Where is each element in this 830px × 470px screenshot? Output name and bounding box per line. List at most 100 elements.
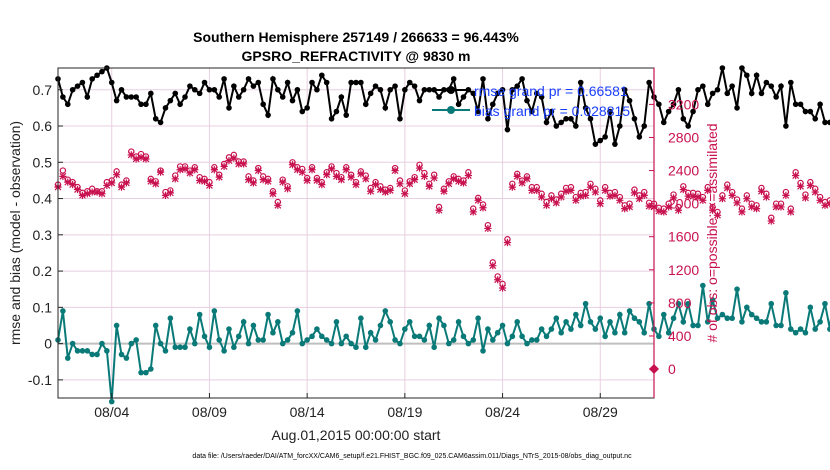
bias-point (143, 369, 149, 376)
obs-assimilated-point (454, 177, 463, 185)
bias-point (748, 311, 755, 318)
x-tick-label: 08/04 (94, 404, 129, 420)
rmse-point (143, 101, 149, 108)
rmse-point (157, 119, 164, 126)
bias-point (548, 326, 555, 332)
bias-point (641, 329, 648, 336)
rmse-point (499, 86, 506, 93)
bias-point (333, 319, 340, 325)
obs-assimilated-point (113, 171, 121, 179)
bias-point (485, 326, 491, 332)
chart-title-line2: GPSRO_REFRACTIVITY @ 9830 m (242, 48, 471, 64)
x-tick-label: 08/29 (583, 404, 618, 420)
obs-assimilated-point (357, 170, 365, 178)
obs-assimilated-point (83, 190, 91, 198)
bias-point (685, 300, 691, 307)
obs-assimilated-point (533, 186, 541, 195)
bias-point (739, 319, 745, 325)
bias-point (607, 319, 613, 325)
rmse-point (206, 86, 213, 93)
obs-assimilated-point (709, 206, 717, 214)
rmse-point (480, 76, 486, 82)
bias-point (367, 329, 374, 336)
obs-assimilated-point (689, 192, 697, 200)
obs-assimilated-point (98, 190, 106, 198)
rmse-point (397, 115, 403, 122)
rmse-point (548, 108, 555, 115)
obs-assimilated-point (59, 172, 67, 180)
obs-assimilated-point (176, 166, 184, 174)
y-tick-label-right: 1600 (668, 229, 699, 245)
rmse-point (118, 86, 125, 93)
bias-point (294, 308, 301, 314)
obs-assimilated-point (811, 188, 819, 196)
rmse-point (323, 79, 330, 86)
rmse-point (665, 108, 672, 115)
rmse-point (524, 97, 530, 104)
rmse-point (729, 83, 735, 89)
bias-point (675, 300, 682, 307)
obs-assimilated-point (347, 173, 355, 181)
bias-point (265, 311, 271, 318)
obs-assimilated-point (171, 175, 179, 183)
rmse-point (275, 86, 281, 93)
obs-assimilated-point (567, 186, 575, 195)
bias-point (157, 340, 164, 347)
obs-assimilated-point (435, 206, 443, 214)
obs-assimilated-point (728, 191, 736, 199)
obs-assimilated-point (73, 185, 82, 194)
obs-assimilated-point (240, 160, 248, 168)
rmse-point (152, 115, 159, 122)
obs-assimilated-point (787, 208, 795, 216)
y-tick-label-left: -0.1 (28, 372, 52, 388)
bias-point (255, 337, 262, 343)
rmse-point (284, 79, 291, 86)
obs-assimilated-point (117, 183, 126, 191)
bias-point (656, 333, 662, 340)
bias-point (441, 322, 447, 329)
y-tick-label-right: 2400 (668, 163, 699, 179)
rmse-point (226, 105, 232, 111)
x-axis-label: Aug.01,2015 00:00:00 start (272, 427, 441, 443)
bias-point (382, 308, 389, 314)
bias-point (719, 311, 726, 318)
bias-point (670, 315, 677, 322)
obs-assimilated-point (235, 160, 243, 168)
obs-assimilated-point (674, 206, 683, 214)
obs-assimilated-point (386, 186, 394, 195)
rmse-point (685, 123, 691, 129)
rmse-point (690, 108, 696, 115)
rmse-point (792, 101, 799, 108)
bias-point (128, 340, 135, 347)
rmse-point (402, 86, 408, 93)
bias-point (690, 322, 696, 329)
bias-point (504, 340, 511, 347)
bias-point (714, 315, 721, 322)
bias-point (411, 333, 418, 340)
obs-assimilated-point (489, 262, 497, 270)
obs-assimilated-point (630, 189, 639, 197)
obs-assimilated-point (743, 195, 751, 203)
bias-point (226, 326, 232, 332)
rmse-point (416, 97, 423, 104)
rmse-point (79, 79, 86, 86)
rmse-point (270, 76, 276, 82)
rmse-point (60, 94, 66, 100)
rmse-point (319, 72, 325, 79)
y-tick-label-right: 400 (668, 328, 692, 344)
bias-point (426, 322, 433, 329)
bias-point (250, 322, 257, 329)
rmse-point (538, 94, 545, 100)
rmse-point (783, 123, 789, 129)
obs-assimilated-point (342, 166, 350, 174)
bias-point (69, 340, 76, 347)
bias-point (577, 322, 584, 329)
bias-point (79, 348, 86, 354)
obs-assimilated-point (259, 176, 267, 184)
rmse-point (802, 108, 809, 115)
bias-point (499, 322, 506, 329)
rmse-point (231, 83, 237, 89)
bias-point (216, 337, 223, 343)
obs-assimilated-point (572, 196, 580, 204)
obs-assimilated-point (582, 191, 590, 199)
